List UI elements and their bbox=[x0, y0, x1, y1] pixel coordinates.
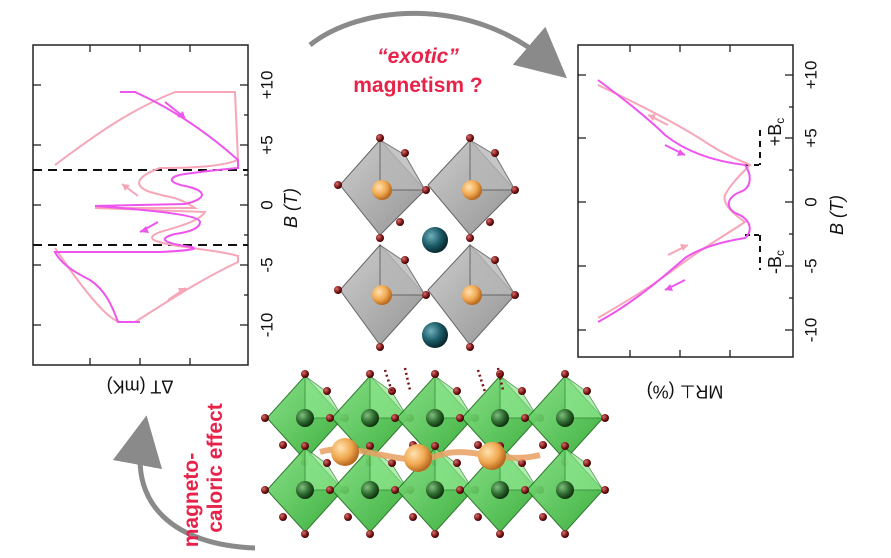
oxygen-atom bbox=[391, 414, 399, 422]
left-curve-light bbox=[54, 91, 240, 323]
oxygen-atom bbox=[431, 530, 439, 538]
oxygen-atom bbox=[366, 442, 374, 450]
dark-green-atom bbox=[296, 409, 314, 427]
right-y-axis-label: MR⊥ (%) bbox=[647, 381, 724, 401]
dark-green-atom bbox=[556, 409, 574, 427]
oxygen-atom bbox=[388, 459, 396, 467]
oxygen-atom bbox=[539, 513, 547, 521]
oxygen-atom bbox=[521, 414, 529, 422]
oxygen-atom bbox=[456, 486, 464, 494]
oxygen-atom bbox=[583, 459, 591, 467]
dark-green-atom bbox=[556, 481, 574, 499]
dark-green-atom bbox=[361, 481, 379, 499]
oxygen-atom bbox=[366, 530, 374, 538]
dotted-bond bbox=[476, 369, 487, 393]
dark-green-atom bbox=[491, 481, 509, 499]
oxygen-atom bbox=[388, 387, 396, 395]
dark-green-atom bbox=[491, 409, 509, 427]
oxygen-atom bbox=[261, 486, 269, 494]
oxygen-atom bbox=[474, 441, 482, 449]
oxygen-atom bbox=[326, 414, 334, 422]
oxygen-atom bbox=[431, 370, 439, 378]
oxygen-atom bbox=[301, 370, 309, 378]
oxygen-atom bbox=[326, 486, 334, 494]
magnetism-label: magnetism ? bbox=[353, 74, 483, 97]
left-b-tick: -10 bbox=[257, 313, 276, 338]
dotted-bond bbox=[496, 367, 505, 391]
left-b-tick: -5 bbox=[257, 257, 276, 272]
dark-green-atom bbox=[361, 409, 379, 427]
oxygen-atom bbox=[539, 441, 547, 449]
oxygen-atom bbox=[323, 459, 331, 467]
oxygen-atom bbox=[583, 387, 591, 395]
right-curve-dark bbox=[597, 79, 751, 323]
dark-green-atom bbox=[296, 481, 314, 499]
oxygen-atom bbox=[518, 459, 526, 467]
left-b-tick: 0 bbox=[257, 200, 276, 209]
dark-green-atom bbox=[426, 409, 444, 427]
oxygen-atom bbox=[409, 513, 417, 521]
gold-atom bbox=[331, 438, 359, 466]
oxygen-atom bbox=[518, 387, 526, 395]
oxygen-atom bbox=[521, 486, 529, 494]
oxygen-atom bbox=[496, 530, 504, 538]
dotted-bond bbox=[403, 367, 412, 391]
gray-perovskite-structure bbox=[334, 134, 519, 351]
right-curve-light bbox=[597, 84, 752, 319]
dark-green-atom bbox=[426, 481, 444, 499]
oxygen-atom bbox=[301, 442, 309, 450]
gold-atom bbox=[478, 442, 506, 470]
curved-arrow-icon bbox=[308, 10, 567, 79]
caloric-effect-label: caloric effect bbox=[204, 403, 227, 533]
gold-atom bbox=[404, 444, 432, 472]
oxygen-atom bbox=[453, 387, 461, 395]
oxygen-atom bbox=[261, 414, 269, 422]
magneto-label: magneto- bbox=[180, 453, 203, 548]
right-b-axis-label: B (T) bbox=[827, 195, 847, 235]
oxygen-atom bbox=[453, 459, 461, 467]
minus-bc-label: -Bc bbox=[765, 250, 787, 274]
plus-bc-label: +Bc bbox=[765, 118, 787, 147]
left-b-tick: +10 bbox=[257, 71, 276, 100]
oxygen-atom bbox=[561, 530, 569, 538]
right-b-tick: -10 bbox=[801, 318, 820, 343]
left-b-tick: +5 bbox=[257, 135, 276, 154]
oxygen-atom bbox=[301, 530, 309, 538]
exotic-label: “exotic” bbox=[377, 45, 459, 68]
oxygen-atom bbox=[279, 513, 287, 521]
oxygen-atom bbox=[601, 414, 609, 422]
left-y-axis-label: ΔT (mK) bbox=[107, 376, 174, 396]
oxygen-atom bbox=[561, 370, 569, 378]
dotted-bond bbox=[383, 369, 394, 393]
svg-text:-Bc: -Bc bbox=[765, 250, 787, 274]
green-perovskite-structure bbox=[261, 367, 609, 538]
svg-text:+Bc: +Bc bbox=[765, 118, 787, 147]
curved-arrow-icon bbox=[112, 415, 256, 551]
oxygen-atom bbox=[366, 370, 374, 378]
right-panel-ticks bbox=[578, 45, 793, 357]
oxygen-atom bbox=[323, 387, 331, 395]
oxygen-atom bbox=[561, 442, 569, 450]
right-panel: +Bc -Bc +10 +5 0 -5 -10 B (T) MR⊥ (%) bbox=[577, 44, 847, 401]
left-panel: +10 +5 0 -5 -10 B (T) ΔT (mK) bbox=[32, 44, 301, 396]
right-b-tick: +10 bbox=[801, 61, 820, 90]
oxygen-atom bbox=[344, 513, 352, 521]
left-panel-ticks bbox=[33, 45, 248, 365]
right-panel-frame bbox=[577, 44, 794, 358]
oxygen-atom bbox=[279, 441, 287, 449]
oxygen-atom bbox=[601, 486, 609, 494]
left-b-axis-label: B (T) bbox=[281, 188, 301, 228]
oxygen-atom bbox=[391, 486, 399, 494]
right-b-tick: -5 bbox=[801, 258, 820, 273]
oxygen-atom bbox=[456, 414, 464, 422]
right-b-tick: +5 bbox=[801, 128, 820, 147]
oxygen-atom bbox=[474, 513, 482, 521]
right-b-tick: 0 bbox=[801, 197, 820, 206]
left-curve-dark bbox=[53, 91, 239, 323]
oxygen-atom bbox=[431, 442, 439, 450]
